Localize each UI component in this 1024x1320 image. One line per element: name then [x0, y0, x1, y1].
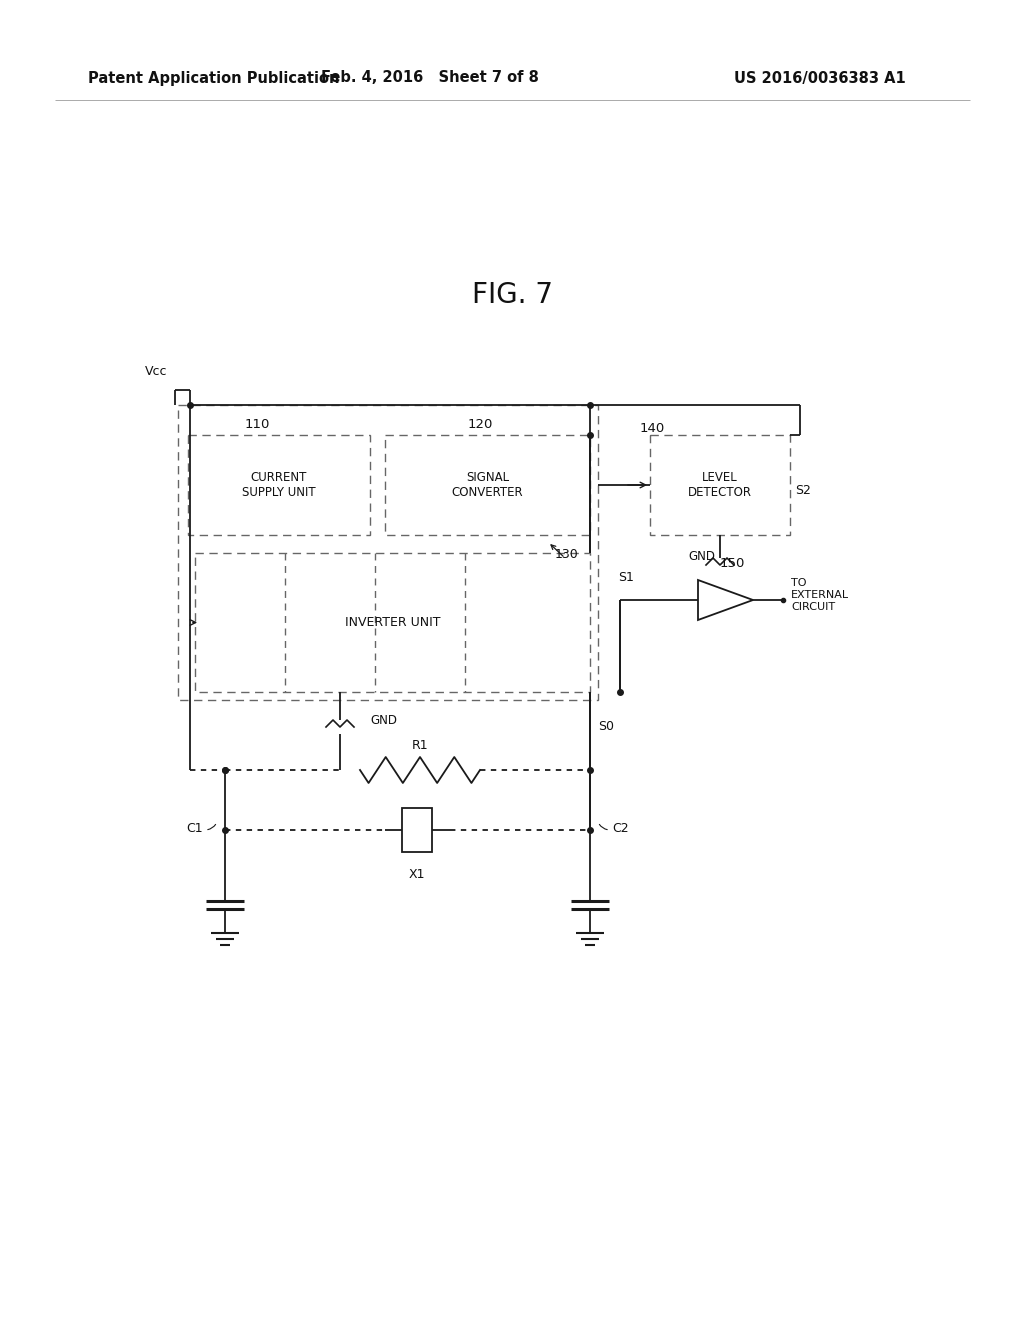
Text: TO
EXTERNAL
CIRCUIT: TO EXTERNAL CIRCUIT — [791, 578, 849, 611]
Text: FIG. 7: FIG. 7 — [471, 281, 553, 309]
Text: R1: R1 — [412, 739, 428, 752]
Text: 110: 110 — [245, 418, 270, 432]
Text: 130: 130 — [555, 548, 579, 561]
Text: S1: S1 — [618, 572, 634, 583]
Text: LEVEL
DETECTOR: LEVEL DETECTOR — [688, 471, 752, 499]
Text: CURRENT
SUPPLY UNIT: CURRENT SUPPLY UNIT — [243, 471, 315, 499]
Text: SIGNAL
CONVERTER: SIGNAL CONVERTER — [452, 471, 523, 499]
Bar — [402, 808, 432, 851]
Text: 140: 140 — [640, 422, 666, 436]
Text: C1: C1 — [186, 822, 203, 836]
Text: 150: 150 — [720, 557, 745, 570]
Text: GND: GND — [370, 714, 397, 726]
Text: S0: S0 — [598, 719, 614, 733]
Text: 120: 120 — [468, 418, 494, 432]
Text: US 2016/0036383 A1: US 2016/0036383 A1 — [734, 70, 906, 86]
Text: GND: GND — [688, 550, 715, 564]
Text: Patent Application Publication: Patent Application Publication — [88, 70, 340, 86]
Text: Vcc: Vcc — [144, 366, 167, 378]
Text: X1: X1 — [409, 869, 425, 880]
Text: Feb. 4, 2016   Sheet 7 of 8: Feb. 4, 2016 Sheet 7 of 8 — [322, 70, 539, 86]
Text: INVERTER UNIT: INVERTER UNIT — [345, 616, 440, 630]
Text: S2: S2 — [795, 483, 811, 496]
Text: C2: C2 — [612, 822, 629, 836]
